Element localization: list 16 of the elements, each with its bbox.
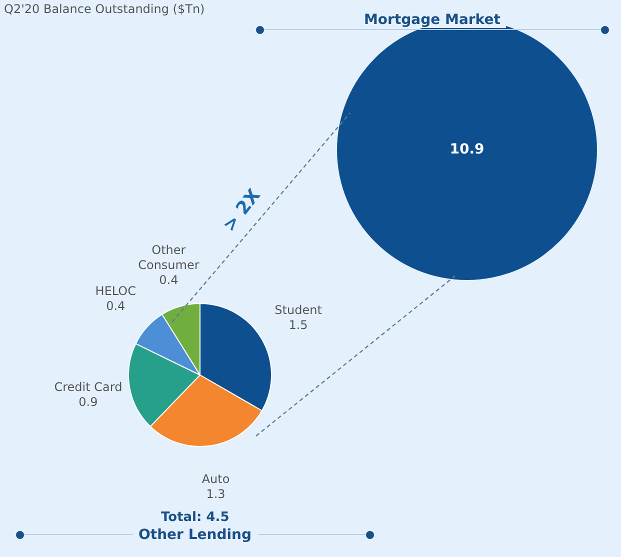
slice-label: HELOC [95, 284, 136, 298]
slice-label: Credit Card [54, 380, 122, 394]
chart-title: Mortgage Market [358, 12, 506, 28]
data-label: 1.5 [288, 318, 308, 332]
data-label: 0.9 [78, 394, 98, 409]
data-label: 0.4 [106, 299, 126, 314]
data-label: 0.4 [159, 273, 178, 288]
slice-label: Other Consumer [138, 243, 200, 272]
text: > 2X [218, 185, 265, 236]
text: Total: 4.5 [161, 510, 230, 525]
slice-label: Student [274, 303, 322, 318]
text: Q2'20 Balance Outstanding ($Tn) [4, 2, 205, 16]
slice-label: Auto [202, 472, 230, 486]
data-label: 10.9 [450, 142, 484, 158]
data-label: 1.3 [206, 487, 226, 502]
text: Other Lending [132, 527, 258, 543]
